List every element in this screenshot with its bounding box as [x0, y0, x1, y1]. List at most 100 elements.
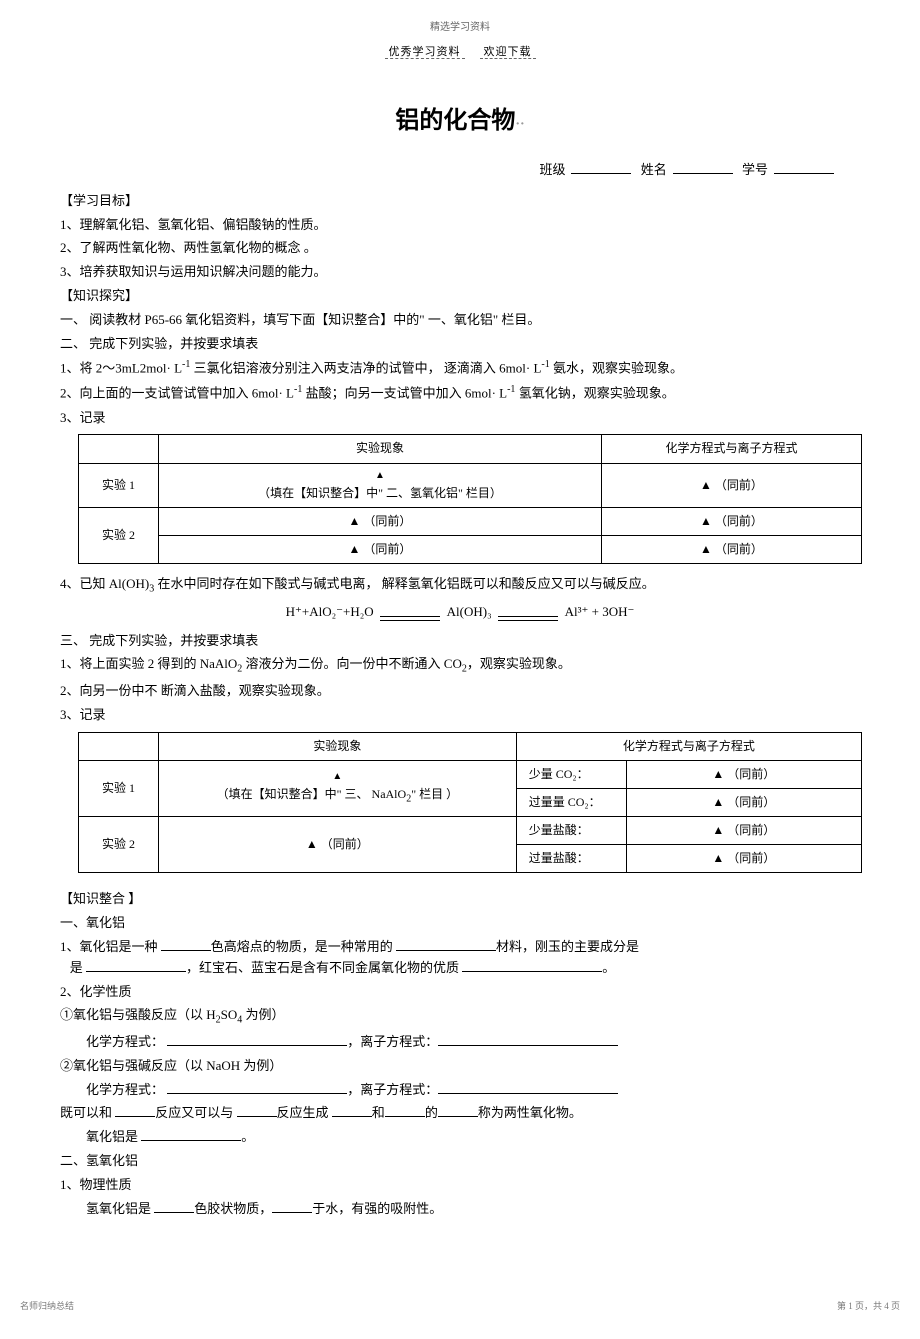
- t1-h0: [79, 435, 159, 463]
- ip1-e: 。: [602, 960, 615, 975]
- explore-head: 【知识探究】: [60, 286, 860, 307]
- int-s1: 一、氧化铝: [60, 913, 860, 934]
- int-p4: 化学方程式： ，离子方程式：: [60, 1032, 860, 1053]
- t1-r2c0: 实验 2: [79, 507, 159, 563]
- t1-r2c1b: ▲ （同前）: [159, 535, 602, 563]
- ip4-b: ，离子方程式：: [347, 1034, 438, 1049]
- goal-2: 2、了解两性氧化物、两性氢氧化物的概念 。: [60, 238, 860, 259]
- t2-r1c1-top: ▲: [167, 769, 508, 785]
- fml-mid: Al(OH)₃: [447, 604, 492, 619]
- header-sub-right: 欢迎下载: [480, 46, 536, 59]
- ip7-d: 和: [372, 1105, 385, 1120]
- t1-r1c2: ▲ （同前）: [602, 463, 862, 507]
- int-p6: 化学方程式： ，离子方程式：: [60, 1080, 860, 1101]
- t2-h2: 化学方程式与离子方程式: [516, 732, 861, 760]
- int-p2: 2、化学性质: [60, 982, 860, 1003]
- blank-12: [385, 1103, 425, 1117]
- t2-r1c2a-r: ▲ （同前）: [626, 760, 861, 788]
- ip7-b: 反应又可以与: [155, 1105, 236, 1120]
- blank-14: [141, 1127, 241, 1141]
- ip6-b: ，离子方程式：: [347, 1082, 438, 1097]
- t1-r2c2b: ▲ （同前）: [602, 535, 862, 563]
- ip1-is: 是: [70, 960, 86, 975]
- step-1: 1、将 2～3mL2mol· L-1 三氯化铝溶液分别注入两支洁净的试管中， 逐…: [60, 357, 860, 379]
- blank-11: [332, 1103, 372, 1117]
- s3p1-c: ，观察实验现象。: [467, 656, 571, 671]
- sec3-p3: 3、记录: [60, 705, 860, 726]
- table-2: 实验现象 化学方程式与离子方程式 实验 1 ▲ （填在【知识整合】中" 三、 N…: [78, 732, 862, 874]
- step-2: 2、向上面的一支试管试管中加入 6mol· L-1 盐酸；向另一支试管中加入 6…: [60, 382, 860, 404]
- ip7-a: 既可以和: [60, 1105, 115, 1120]
- s1-c: 氨水，观察实验现象。: [550, 361, 683, 376]
- ip10-a: 氢氧化铝是: [86, 1201, 154, 1216]
- sec3-p1: 1、将上面实验 2 得到的 NaAlO2 溶液分为二份。向一份中不断通入 CO2…: [60, 654, 860, 678]
- blank-id: [774, 173, 834, 174]
- footer-left: 名师归纳总结: [20, 1299, 74, 1313]
- t1-r2c1a: ▲ （同前）: [159, 507, 602, 535]
- fml-right: Al³⁺ + 3OH⁻: [565, 604, 635, 619]
- blank-7: [167, 1080, 347, 1094]
- int-p7: 既可以和 反应又可以与 反应生成 和 的 称为两性氧化物。: [60, 1103, 860, 1124]
- item-4: 4、已知 Al(OH)3 在水中同时存在如下酸式与碱式电离， 解释氢氧化铝既可以…: [60, 574, 860, 598]
- goals-head: 【学习目标】: [60, 191, 860, 212]
- t2-r2c1: ▲ （同前）: [159, 817, 517, 873]
- blank-9: [115, 1103, 155, 1117]
- t1-r1c1: ▲ （填在【知识整合】中" 二、氢氧化铝" 栏目）: [159, 463, 602, 507]
- i4-a: 4、已知 Al(OH): [60, 576, 149, 591]
- s3p1-a: 1、将上面实验 2 得到的 NaAlO: [60, 656, 237, 671]
- ip7-c: 反应生成: [277, 1105, 332, 1120]
- page-title: 铝的化合物··: [60, 102, 860, 140]
- label-id: 学号: [742, 162, 768, 177]
- t2-r1c2b-r: ▲ （同前）: [626, 788, 861, 816]
- t2-r1c2a-l: 少量 CO₂：: [516, 760, 626, 788]
- int-s2: 二、氢氧化铝: [60, 1151, 860, 1172]
- s2-c: 氢氧化钠，观察实验现象。: [515, 386, 674, 401]
- ip3-b: SO: [221, 1007, 238, 1022]
- blank-2: [396, 937, 496, 951]
- table-1: 实验现象 化学方程式与离子方程式 实验 1 ▲ （填在【知识整合】中" 二、氢氧…: [78, 434, 862, 564]
- t1-h2: 化学方程式与离子方程式: [602, 435, 862, 463]
- ip3-c: 为例）: [242, 1007, 284, 1022]
- ip7-e: 的: [425, 1105, 438, 1120]
- ip6-a: 化学方程式：: [86, 1082, 167, 1097]
- t2-r1c1-bot: （填在【知识整合】中" 三、 NaAlO2" 栏目 ）: [167, 785, 508, 807]
- formula-line: H⁺+AlO₂⁻+H₂O Al(OH)₃ Al³⁺ + 3OH⁻: [60, 602, 860, 623]
- t1-r1c1-bot: （填在【知识整合】中" 二、氢氧化铝" 栏目）: [167, 484, 593, 503]
- ip8-b: 。: [241, 1129, 254, 1144]
- t2-r2c2a-l: 少量盐酸：: [516, 817, 626, 845]
- explore-p2: 二、 完成下列实验，并按要求填表: [60, 334, 860, 355]
- label-class: 班级: [539, 162, 565, 177]
- int-p5: ②氧化铝与强碱反应（以 NaOH 为例）: [60, 1056, 860, 1077]
- title-dots: ··: [515, 117, 524, 132]
- t2-r2c2a-r: ▲ （同前）: [626, 817, 861, 845]
- s1-b: 三氯化铝溶液分别注入两支洁净的试管中， 逐滴滴入 6mol· L: [190, 361, 541, 376]
- t2-h1: 实验现象: [159, 732, 517, 760]
- s2-b: 盐酸；向另一支试管中加入 6mol· L: [302, 386, 507, 401]
- title-text: 铝的化合物: [395, 108, 515, 134]
- blank-name: [673, 173, 733, 174]
- blank-10: [237, 1103, 277, 1117]
- int-p1: 1、氧化铝是一种 色高熔点的物质，是一种常用的 材料，刚玉的主要成分是 是 ，红…: [60, 937, 860, 979]
- ip7-f: 称为两性氧化物。: [478, 1105, 582, 1120]
- s3p1-b: 溶液分为二份。向一份中不断通入 CO: [242, 656, 462, 671]
- ip3-a: ①氧化铝与强酸反应（以 H: [60, 1007, 216, 1022]
- t1-r2c2a: ▲ （同前）: [602, 507, 862, 535]
- ip1-b: 色高熔点的物质，是一种常用的: [211, 939, 396, 954]
- t1-r1c0: 实验 1: [79, 463, 159, 507]
- sec3-head: 三、 完成下列实验，并按要求填表: [60, 631, 860, 652]
- ip8-a: 氧化铝是: [86, 1129, 141, 1144]
- t2-r1c2b-l: 过量量 CO₂：: [516, 788, 626, 816]
- footer-right: 第 1 页，共 4 页: [837, 1299, 900, 1313]
- t2-r1c1-bot-b: " 栏目 ）: [411, 787, 458, 801]
- blank-5: [167, 1032, 347, 1046]
- ip4-a: 化学方程式：: [86, 1034, 167, 1049]
- i4-b: 在水中同时存在如下酸式与碱式电离， 解释氢氧化铝既可以和酸反应又可以与碱反应。: [154, 576, 655, 591]
- integrate-head: 【知识整合 】: [60, 889, 860, 910]
- t1-h1: 实验现象: [159, 435, 602, 463]
- blank-8: [438, 1080, 618, 1094]
- header-sub: 优秀学习资料 欢迎下载: [60, 44, 860, 62]
- sec3-p2: 2、向另一份中不 断滴入盐酸，观察实验现象。: [60, 681, 860, 702]
- t1-r1c1-top: ▲: [167, 468, 593, 484]
- s2-a: 2、向上面的一支试管试管中加入 6mol· L: [60, 386, 294, 401]
- int-p8: 氧化铝是 。: [60, 1127, 860, 1148]
